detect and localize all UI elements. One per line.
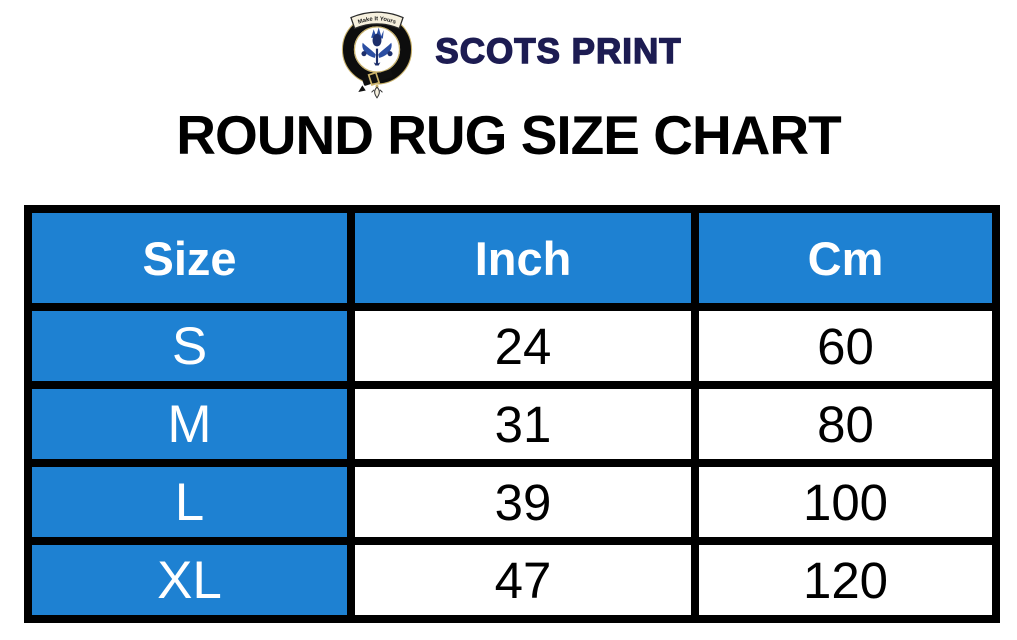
tagline-text: Make It Yours bbox=[358, 16, 398, 26]
scots-print-logo: Make It Yours bbox=[342, 11, 413, 99]
cm-value-cell: 120 bbox=[691, 537, 1000, 623]
inch-value-cell: 24 bbox=[347, 303, 699, 389]
header-row: Size Inch Cm bbox=[24, 205, 1000, 311]
cm-value-cell: 100 bbox=[691, 459, 1000, 545]
size-label-cell: XL bbox=[24, 537, 355, 623]
table-row: S 24 60 bbox=[24, 303, 1000, 389]
inch-value-cell: 31 bbox=[347, 381, 699, 467]
banner-scroll: Make It Yours bbox=[350, 11, 405, 30]
belt-ring-inner-edge bbox=[354, 26, 401, 73]
brand-header: Make It Yours SCOTS PRINT bbox=[0, 4, 1017, 100]
size-chart-table: Size Inch Cm S 24 60 M 31 80 L 39 100 bbox=[24, 205, 1000, 623]
size-label-cell: L bbox=[24, 459, 355, 545]
tassel bbox=[371, 84, 384, 99]
table-row: M 31 80 bbox=[24, 381, 1000, 467]
inch-value-cell: 47 bbox=[347, 537, 699, 623]
svg-text:Make It Yours: Make It Yours bbox=[358, 16, 398, 26]
table-row: XL 47 120 bbox=[24, 537, 1000, 623]
table-row: L 39 100 bbox=[24, 459, 1000, 545]
col-header-size: Size bbox=[24, 205, 355, 311]
size-label-cell: S bbox=[24, 303, 355, 389]
cm-value-cell: 60 bbox=[691, 303, 1000, 389]
inch-value-cell: 39 bbox=[347, 459, 699, 545]
thistle-icon bbox=[361, 27, 393, 66]
col-header-cm: Cm bbox=[691, 205, 1000, 311]
cm-value-cell: 80 bbox=[691, 381, 1000, 467]
brand-name: SCOTS PRINT bbox=[435, 31, 682, 71]
col-header-inch: Inch bbox=[347, 205, 699, 311]
size-label-cell: M bbox=[24, 381, 355, 467]
belt-buckle bbox=[358, 69, 394, 93]
page-title: ROUND RUG SIZE CHART bbox=[176, 104, 841, 166]
